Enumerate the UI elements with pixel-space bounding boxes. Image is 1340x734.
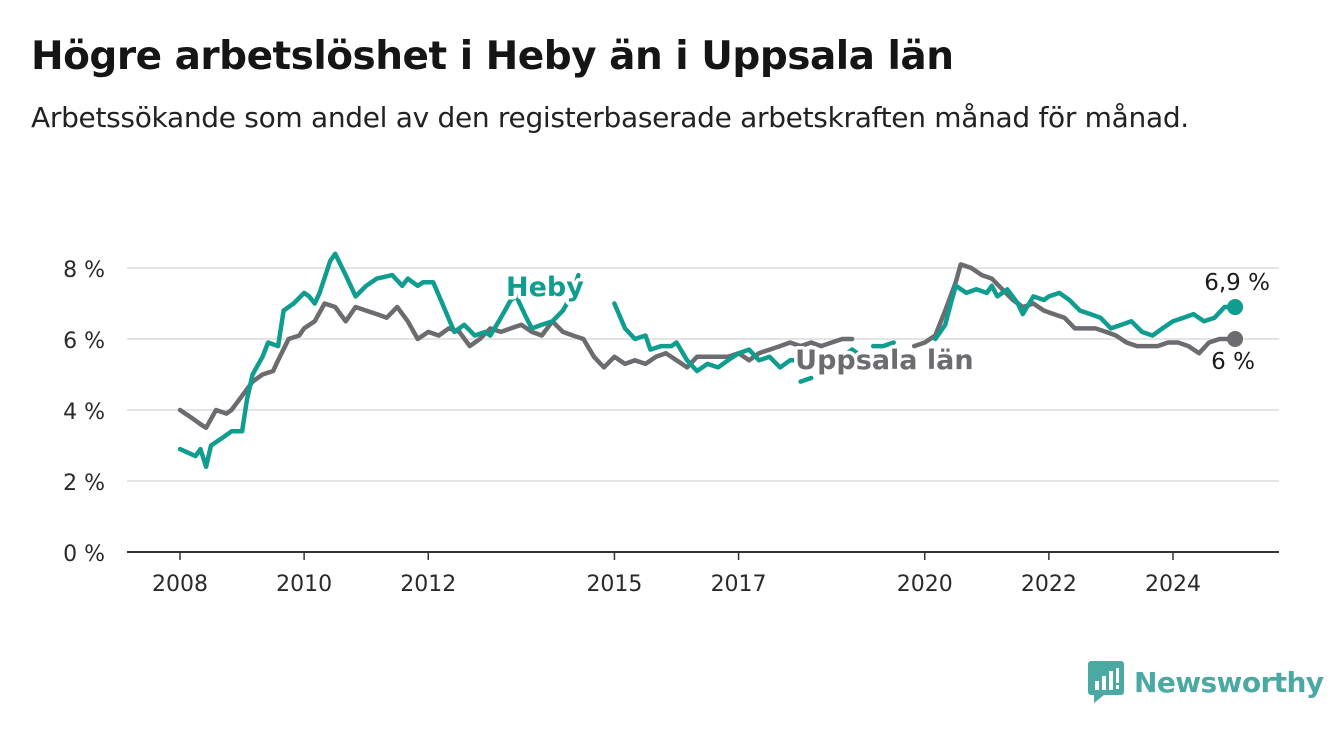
series-label-heby-halo: Heby <box>506 272 584 303</box>
x-tick-label: 2020 <box>897 572 953 597</box>
end-point-uppsala-lan <box>1227 331 1244 347</box>
x-tick-label: 2017 <box>711 572 767 597</box>
y-tick-label: 0 % <box>63 542 105 567</box>
y-tick-label: 2 % <box>63 471 105 496</box>
chart-title: Högre arbetslöshet i Heby än i Uppsala l… <box>31 34 954 79</box>
end-point-heby <box>1227 299 1244 316</box>
chart-subtitle: Arbetssökande som andel av den registerb… <box>31 101 1189 134</box>
brand-name: Newsworthy <box>1134 665 1324 699</box>
series-line-heby <box>177 251 581 470</box>
series-line-heby <box>933 283 1238 342</box>
end-label-uppsala-lan: 6 % <box>1211 349 1255 375</box>
y-tick-label: 8 % <box>63 258 105 283</box>
series-line-heby <box>870 340 896 349</box>
y-tick-label: 6 % <box>63 329 105 354</box>
series-label-uppsala-lan: Uppsala län <box>795 345 973 376</box>
x-tick-label: 2010 <box>276 572 332 597</box>
x-tick-label: 2022 <box>1021 572 1077 597</box>
series-label-heby: Heby <box>506 272 584 303</box>
end-label-heby: 6,9 % <box>1204 270 1270 296</box>
x-tick-label: 2012 <box>400 572 456 597</box>
series-line-heby <box>798 375 814 384</box>
series-line-heby <box>612 301 865 374</box>
newsworthy-logo-icon <box>1088 661 1124 703</box>
x-tick-label: 2008 <box>152 572 208 597</box>
brand-logo: Newsworthy <box>1088 660 1324 704</box>
series-label-uppsala-lan-halo: Uppsala län <box>795 345 973 376</box>
x-tick-label: 2015 <box>586 572 642 597</box>
x-tick-label: 2024 <box>1145 572 1201 597</box>
series-line-uppsala-lan <box>911 262 1238 356</box>
y-tick-label: 4 % <box>63 400 105 425</box>
